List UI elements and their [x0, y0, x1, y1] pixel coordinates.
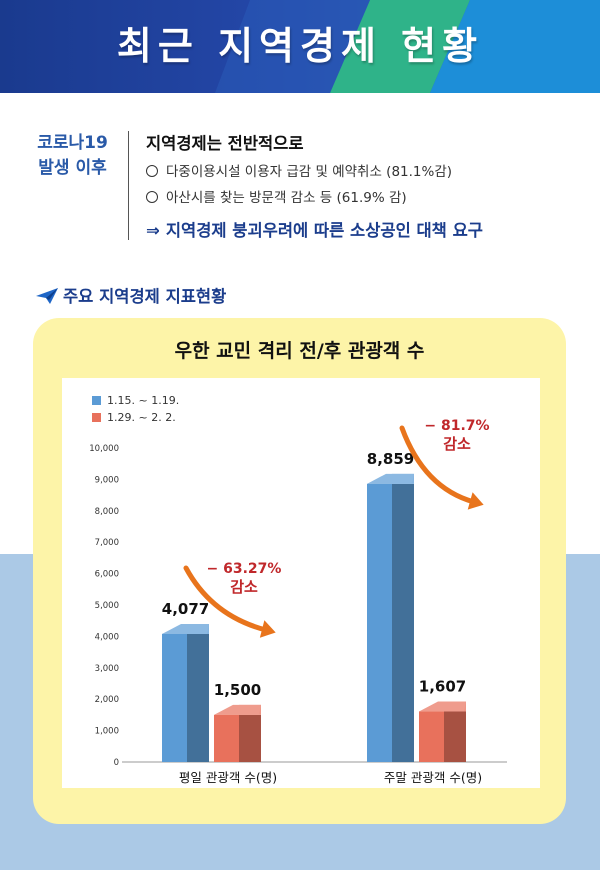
bar-top-face: [367, 473, 414, 484]
decrease-percent-label: − 63.27%: [207, 561, 282, 577]
bar-chart: 0 1,000 2,000 3,000 4,000 5,000 6,000 7,000 8,00…: [89, 418, 507, 785]
y-tick-label: 5,000: [95, 601, 119, 611]
y-tick-label: 0: [114, 758, 119, 768]
bullet-text-1: 다중이용시설 이용자 급감 및 예약취소 (81.1%감): [166, 164, 453, 180]
bar-top-face: [162, 623, 209, 634]
banner-background: [0, 0, 600, 93]
paper-plane-icon: [35, 287, 59, 309]
y-tick-label: 6,000: [95, 570, 119, 580]
summary-headline: 지역경제는 전반적으로: [146, 134, 304, 153]
legend-swatch-2: [92, 413, 101, 422]
y-tick-label: 7,000: [95, 538, 119, 548]
double-arrow-icon: ⇒: [146, 221, 160, 240]
x-category-label: 평일 관광객 수(명): [179, 770, 277, 785]
legend-label-2: 1.29. ~ 2. 2.: [107, 411, 176, 424]
bar-front: [367, 483, 392, 762]
bar-front: [162, 633, 187, 762]
y-tick-label: 1,000: [95, 727, 119, 737]
bullet-item-1: 다중이용시설 이용자 급감 및 예약취소 (81.1%감): [146, 160, 452, 180]
section-heading: 주요 지역경제 지표현황: [35, 283, 226, 309]
bar-side: [187, 633, 209, 762]
legend-item-1: 1.15. ~ 1.19.: [92, 394, 179, 407]
y-tick-label: 8,000: [95, 507, 119, 517]
conclusion: ⇒ 지역경제 붕괴우려에 따른 소상공인 대책 요구: [146, 217, 483, 241]
bar-top-face: [419, 701, 466, 712]
bar-value-label: 1,607: [419, 678, 466, 696]
period-label-line2: 발생 이후: [38, 158, 107, 178]
y-tick-label: 10,000: [89, 444, 119, 454]
circle-bullet-icon: [146, 165, 158, 177]
y-tick-label: 2,000: [95, 695, 119, 705]
bar-side: [239, 714, 261, 762]
arrow-head-icon: [467, 492, 484, 510]
period-label-line1: 코로나19: [37, 133, 108, 153]
bar-side: [444, 711, 466, 762]
decrease-arrow-icon: [183, 565, 269, 633]
bar-value-label: 1,500: [214, 681, 261, 699]
y-tick-label: 4,000: [95, 632, 119, 642]
period-label: 코로나19 발생 이후: [20, 131, 125, 181]
x-category-label: 주말 관광객 수(명): [384, 770, 482, 785]
legend-item-2: 1.29. ~ 2. 2.: [92, 411, 176, 424]
bullet-item-2: 아산시를 찾는 방문객 감소 등 (61.9% 감): [146, 186, 407, 206]
circle-bullet-icon: [146, 191, 158, 203]
section-title: 주요 지역경제 지표현황: [63, 287, 227, 306]
conclusion-text: 지역경제 붕괴우려에 따른 소상공인 대책 요구: [165, 221, 483, 240]
divider: [128, 131, 129, 240]
y-tick-label: 3,000: [95, 664, 119, 674]
decrease-text-label: 감소: [230, 578, 258, 596]
chart-plot-area: 1.15. ~ 1.19. 1.29. ~ 2. 2. 0 1,000 2,000 3…: [62, 378, 540, 788]
bar-value-label: 4,077: [162, 600, 209, 618]
arrow-head-icon: [259, 620, 276, 638]
bar-side: [392, 483, 414, 762]
y-tick-label: 9,000: [95, 475, 119, 485]
bar-value-label: 8,859: [367, 450, 414, 468]
legend-swatch-1: [92, 396, 101, 405]
decrease-percent-label: − 81.7%: [424, 418, 489, 434]
legend-label-1: 1.15. ~ 1.19.: [107, 394, 180, 407]
decrease-text-label: 감소: [443, 435, 471, 453]
bar-top-face: [214, 704, 261, 715]
page-title: 최근 지역경제 현황: [116, 24, 484, 68]
chart-title: 우한 교민 격리 전/후 관광객 수: [174, 340, 425, 362]
bar-front: [419, 711, 444, 762]
bullet-text-2: 아산시를 찾는 방문객 감소 등 (61.9% 감): [166, 190, 407, 206]
header-banner: 최근 지역경제 현황: [0, 0, 600, 93]
decrease-arrow-icon: [399, 425, 477, 505]
bar-front: [214, 714, 239, 762]
